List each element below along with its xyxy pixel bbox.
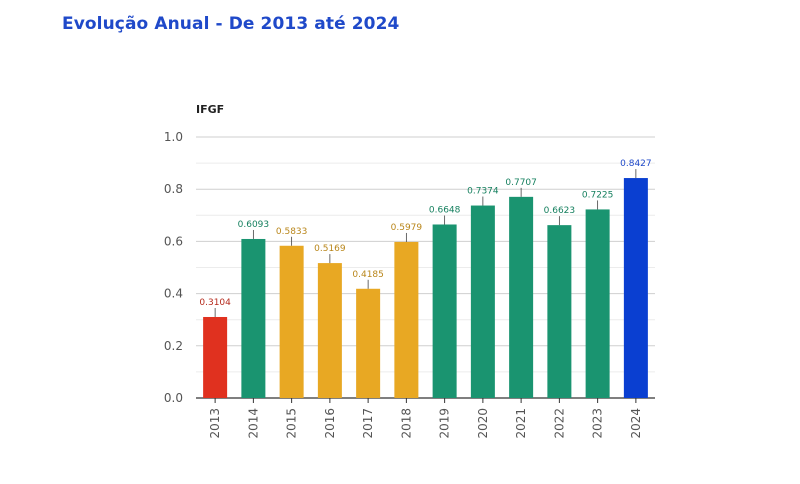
bar-2016 [317,263,342,398]
x-tick-label-2017: 2017 [361,408,375,439]
bar-2014 [241,238,266,398]
x-tick-label-2021: 2021 [514,408,528,439]
data-label-2022: 0.6623 [544,206,576,216]
bar-2018 [394,241,419,398]
x-tick-label-2019: 2019 [438,408,452,439]
y-tick-label: 0.4 [164,287,183,301]
x-tick-label-2020: 2020 [476,408,490,439]
bar-2022 [547,225,572,398]
y-tick-label: 0.8 [164,182,183,196]
y-tick-label: 1.0 [164,130,183,144]
bar-2019 [432,224,457,398]
x-tick-label-2013: 2013 [208,408,222,439]
data-label-2024: 0.8427 [620,159,652,169]
gridlines [196,136,655,399]
bar-2013 [203,316,228,398]
bar-2020 [470,205,495,398]
x-tick-label-2015: 2015 [285,408,299,439]
x-tick-label-2014: 2014 [246,408,260,439]
x-tick-label-2022: 2022 [552,408,566,439]
bar-2024 [623,178,648,398]
bar-2017 [356,288,381,398]
y-tick-label: 0.6 [164,234,183,248]
data-label-2017: 0.4185 [352,270,384,280]
data-label-2014: 0.6093 [238,220,270,230]
data-label-2021: 0.7707 [505,178,537,188]
y-tick-label: 0.0 [164,391,183,405]
data-label-2013: 0.3104 [199,298,231,308]
data-label-2020: 0.7374 [467,187,499,197]
x-tick-label-2023: 2023 [591,408,605,439]
x-tick-label-2016: 2016 [323,408,337,439]
x-tick-label-2018: 2018 [399,408,413,439]
x-axis-ticks: 2013 2014 2015 2016 2017 2018 2019 2020 2021 2022… [208,398,643,439]
data-label-2015: 0.5833 [276,227,308,237]
bar-2021 [509,196,534,398]
y-axis-label: IFGF [196,103,224,116]
y-axis-ticks: 0.0 0.2 0.4 0.6 0.8 1.0 [164,130,183,405]
page-title: Evolução Anual - De 2013 até 2024 [62,14,400,34]
data-label-2019: 0.6648 [429,205,461,215]
bar-2015 [279,245,304,398]
data-label-2016: 0.5169 [314,244,346,254]
data-label-2023: 0.7225 [582,190,614,200]
bars: 0.3104 0.6093 0.5833 0.5169 0.4185 0.5979 0.66… [199,159,652,398]
data-label-2018: 0.5979 [391,223,423,233]
x-tick-label-2024: 2024 [629,408,643,439]
y-tick-label: 0.2 [164,339,183,353]
bar-2023 [585,209,610,398]
